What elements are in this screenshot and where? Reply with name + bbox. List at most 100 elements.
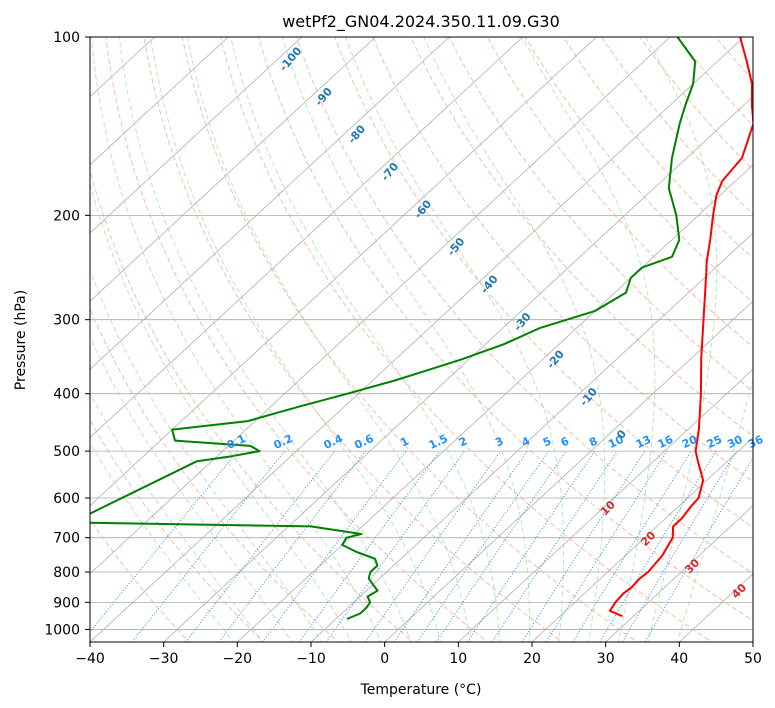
mixing-ratio-label: 2 <box>457 434 469 449</box>
moist-adiabat-line <box>230 37 501 642</box>
moist-adiabat-label: 40 <box>729 581 749 601</box>
mixing-ratio-line <box>466 450 596 642</box>
moist-adiabat-label: 30 <box>682 556 702 576</box>
dry-adiabat-label: -40 <box>478 272 501 296</box>
y-tick-label: 1000 <box>44 622 80 638</box>
background-lines <box>90 37 753 642</box>
dry-adiabat-line <box>90 419 265 642</box>
x-tick-label: −40 <box>75 651 105 667</box>
y-tick-label: 800 <box>53 565 80 581</box>
mixing-ratio-label: 6 <box>559 434 572 449</box>
mixing-ratio-line <box>90 450 239 633</box>
mixing-ratio-label: 8 <box>587 434 599 449</box>
mixing-ratio-line <box>298 450 441 642</box>
isotherm-line <box>90 37 598 507</box>
dry-adiabat-label: -80 <box>345 122 368 146</box>
isotherm-line <box>90 37 745 642</box>
dry-adiabat-line <box>448 37 753 392</box>
dry-adiabat-label: -100 <box>277 44 305 74</box>
x-tick-label: 50 <box>744 651 762 667</box>
mixing-ratio-line <box>185 450 336 642</box>
moist-adiabat-line <box>423 37 606 642</box>
isotherm-line <box>90 37 450 370</box>
isotherm-line <box>163 96 753 642</box>
moist-adiabat-line <box>90 391 263 642</box>
mixing-ratio-label: 25 <box>705 433 724 451</box>
moist-adiabat-line <box>522 37 656 642</box>
dry-adiabat-line <box>219 37 713 642</box>
dry-adiabat-line <box>715 37 753 82</box>
x-tick-label: 0 <box>380 651 389 667</box>
y-tick-label: 300 <box>53 313 80 329</box>
moist-adiabat-line <box>282 37 531 642</box>
dry-adiabat-line <box>486 37 753 348</box>
x-tick-label: 20 <box>523 651 541 667</box>
dry-adiabat-label: -50 <box>445 235 468 259</box>
mixing-ratio-label: 0.1 <box>225 432 248 452</box>
isotherm-line <box>90 37 377 302</box>
dewpoint-profile-line <box>90 37 697 620</box>
mixing-ratio-label: 3 <box>493 434 505 449</box>
mixing-ratio-line <box>416 450 550 642</box>
isotherm-line <box>457 368 753 642</box>
moist-adiabat-line <box>91 37 382 642</box>
y-tick-label: 100 <box>53 30 80 46</box>
moist-adiabat-line <box>90 181 352 642</box>
dry-adiabat-line <box>90 168 414 642</box>
data-lines <box>90 37 753 620</box>
mixing-ratio-line <box>218 450 366 642</box>
y-tick-label: 200 <box>53 208 80 224</box>
isotherm-line <box>531 436 753 642</box>
dry-adiabat-line <box>372 37 753 483</box>
moist-adiabat-line <box>150 37 441 642</box>
moist-adiabat-line <box>187 37 471 642</box>
dry-adiabat-label: -20 <box>544 347 567 371</box>
mixing-ratio-line <box>521 450 646 642</box>
x-tick-label: 40 <box>670 651 688 667</box>
mixing-ratio-line <box>545 450 668 642</box>
x-tick-label: −20 <box>223 651 253 667</box>
moist-adiabat-label: 20 <box>638 529 658 549</box>
y-tick-label: 500 <box>53 444 80 460</box>
dry-adiabat-line <box>90 518 190 642</box>
mixing-ratio-label: 20 <box>680 433 700 451</box>
x-tick-label: −30 <box>149 651 179 667</box>
mixing-ratio-line <box>325 450 466 642</box>
mixing-ratio-label: 0.2 <box>272 432 295 452</box>
dry-adiabat-line <box>181 37 638 642</box>
mixing-ratio-label: 0.4 <box>322 432 345 452</box>
moist-adiabat-line <box>90 441 234 642</box>
moist-adiabat-line <box>345 37 565 642</box>
y-tick-label: 700 <box>53 531 80 547</box>
dry-adiabat-line <box>90 307 339 642</box>
mixing-ratio-label: 16 <box>656 433 676 451</box>
dry-adiabat-label: -30 <box>511 310 534 334</box>
y-tick-label: 900 <box>53 595 80 611</box>
plot-frame <box>89 36 754 643</box>
moist-adiabat-line <box>118 37 412 642</box>
mixing-ratio-line <box>435 450 567 642</box>
moist-adiabat-line <box>90 335 293 642</box>
isotherm-line <box>310 232 753 642</box>
y-axis-label: Pressure (hPa) <box>13 290 29 390</box>
mixing-ratio-line <box>262 450 407 642</box>
mixing-ratio-line <box>599 450 717 642</box>
isotherm-line <box>90 37 671 575</box>
mixing-ratio-line <box>131 450 286 642</box>
x-axis-label: Temperature (°C) <box>360 682 482 698</box>
mixing-ratio-line <box>621 450 737 642</box>
dry-adiabat-line <box>105 37 489 642</box>
dry-adiabat-label: -60 <box>412 197 435 221</box>
axis-ticks: −40 −30 −20 −10 0 10 20 30 40 5010020030040050060… <box>44 30 762 667</box>
x-tick-label: −10 <box>296 651 326 667</box>
x-tick-label: 10 <box>449 651 467 667</box>
moist-adiabat-line <box>676 377 753 642</box>
moist-adiabat-label: 10 <box>598 498 618 518</box>
y-tick-label: 600 <box>53 491 80 507</box>
y-tick-label: 400 <box>53 387 80 403</box>
isotherm-line <box>678 573 753 642</box>
dry-adiabat-label: -70 <box>379 160 402 184</box>
mixing-ratio-label: 10 <box>606 433 626 451</box>
moist-adiabat-line <box>90 268 323 642</box>
